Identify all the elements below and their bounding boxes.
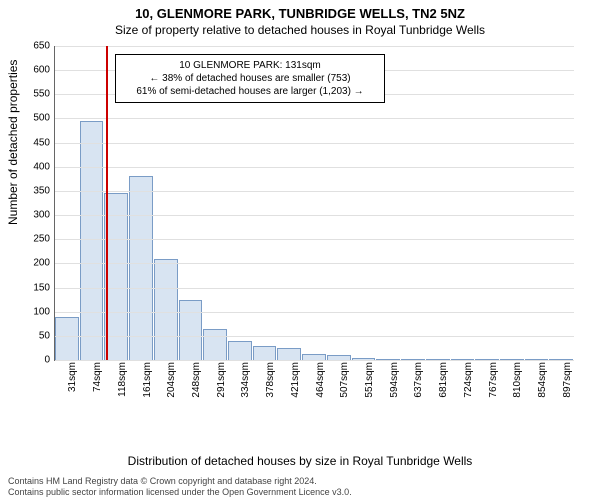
- grid-line: [55, 143, 574, 144]
- x-tick-label: 810sqm: [500, 360, 525, 415]
- histogram-bar: [55, 317, 79, 360]
- x-tick-label: 204sqm: [154, 360, 179, 415]
- histogram-bar: [277, 348, 301, 360]
- y-tick-label: 50: [39, 330, 55, 341]
- y-tick-label: 300: [33, 210, 55, 221]
- histogram-bar: [154, 259, 178, 360]
- chart-area: 10 GLENMORE PARK: 131sqm ← 38% of detach…: [54, 46, 574, 416]
- y-tick-label: 200: [33, 258, 55, 269]
- histogram-bar: [253, 346, 277, 360]
- x-tick-label: 248sqm: [179, 360, 204, 415]
- plot-region: 10 GLENMORE PARK: 131sqm ← 38% of detach…: [54, 46, 574, 361]
- infobox-line2: ← 38% of detached houses are smaller (75…: [124, 72, 376, 85]
- x-axis-label: Distribution of detached houses by size …: [0, 454, 600, 468]
- x-tick-label: 421sqm: [277, 360, 302, 415]
- page-title: 10, GLENMORE PARK, TUNBRIDGE WELLS, TN2 …: [0, 6, 600, 21]
- infobox-line3: 61% of semi-detached houses are larger (…: [124, 85, 376, 98]
- x-tick-label: 74sqm: [80, 360, 105, 415]
- grid-line: [55, 46, 574, 47]
- infobox-line1: 10 GLENMORE PARK: 131sqm: [124, 59, 376, 72]
- y-tick-label: 0: [44, 355, 55, 366]
- footer: Contains HM Land Registry data © Crown c…: [8, 476, 352, 499]
- x-tick-label: 507sqm: [327, 360, 352, 415]
- grid-line: [55, 118, 574, 119]
- grid-line: [55, 336, 574, 337]
- histogram-bar: [129, 176, 153, 360]
- histogram-bar: [203, 329, 227, 360]
- footer-line2: Contains public sector information licen…: [8, 487, 352, 498]
- y-tick-label: 650: [33, 41, 55, 52]
- x-tick-label: 897sqm: [549, 360, 574, 415]
- x-tick-label: 681sqm: [426, 360, 451, 415]
- y-tick-label: 250: [33, 234, 55, 245]
- y-tick-label: 450: [33, 137, 55, 148]
- x-tick-label: 724sqm: [451, 360, 476, 415]
- x-ticks: 31sqm74sqm118sqm161sqm204sqm248sqm291sqm…: [55, 360, 574, 415]
- x-tick-label: 854sqm: [525, 360, 550, 415]
- x-tick-label: 464sqm: [302, 360, 327, 415]
- grid-line: [55, 312, 574, 313]
- property-marker-line: [106, 46, 108, 360]
- y-tick-label: 350: [33, 185, 55, 196]
- property-infobox: 10 GLENMORE PARK: 131sqm ← 38% of detach…: [115, 54, 385, 103]
- y-tick-label: 500: [33, 113, 55, 124]
- x-tick-label: 31sqm: [55, 360, 80, 415]
- x-tick-label: 594sqm: [376, 360, 401, 415]
- x-tick-label: 118sqm: [104, 360, 129, 415]
- footer-line1: Contains HM Land Registry data © Crown c…: [8, 476, 352, 487]
- y-tick-label: 550: [33, 89, 55, 100]
- grid-line: [55, 239, 574, 240]
- y-tick-label: 150: [33, 282, 55, 293]
- x-tick-label: 551sqm: [352, 360, 377, 415]
- page-subtitle: Size of property relative to detached ho…: [0, 23, 600, 37]
- y-tick-label: 400: [33, 161, 55, 172]
- x-tick-label: 637sqm: [401, 360, 426, 415]
- x-tick-label: 334sqm: [228, 360, 253, 415]
- grid-line: [55, 288, 574, 289]
- grid-line: [55, 263, 574, 264]
- y-tick-label: 100: [33, 306, 55, 317]
- grid-line: [55, 191, 574, 192]
- x-tick-label: 767sqm: [475, 360, 500, 415]
- x-tick-label: 378sqm: [253, 360, 278, 415]
- y-tick-label: 600: [33, 65, 55, 76]
- histogram-bar: [179, 300, 203, 360]
- histogram-bar: [80, 121, 104, 360]
- grid-line: [55, 215, 574, 216]
- grid-line: [55, 360, 574, 361]
- x-tick-label: 291sqm: [203, 360, 228, 415]
- histogram-bar: [228, 341, 252, 360]
- x-tick-label: 161sqm: [129, 360, 154, 415]
- grid-line: [55, 167, 574, 168]
- y-axis-label: Number of detached properties: [6, 60, 20, 225]
